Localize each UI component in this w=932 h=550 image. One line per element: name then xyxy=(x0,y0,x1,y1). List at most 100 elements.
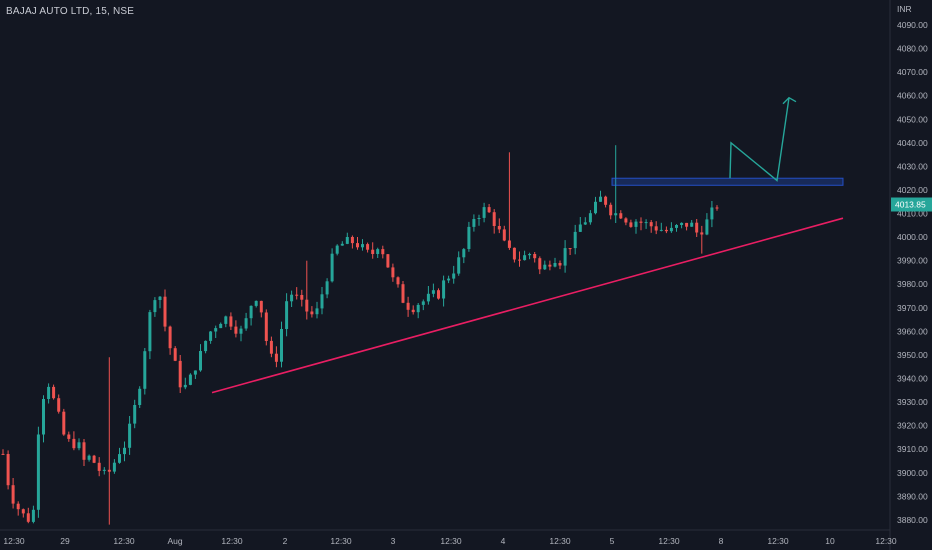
candle-body xyxy=(690,222,694,227)
candle-body xyxy=(452,273,456,279)
candle-body xyxy=(305,299,309,312)
candle-body xyxy=(193,370,197,375)
candle-body xyxy=(685,222,689,227)
time-tick-label: 12:30 xyxy=(113,536,135,546)
candle-body xyxy=(107,469,111,472)
candle-body xyxy=(11,485,15,504)
candle-body xyxy=(209,331,213,341)
candle-body xyxy=(654,226,658,231)
candle-body xyxy=(649,222,653,227)
projection-path xyxy=(729,97,790,182)
candle-body xyxy=(158,296,162,300)
candle-body xyxy=(274,353,278,362)
candle-body xyxy=(118,454,121,463)
candle-body xyxy=(285,301,289,329)
candle-body xyxy=(614,213,618,216)
candle-body xyxy=(300,295,304,300)
time-tick-label: 29 xyxy=(60,536,70,546)
candle-body xyxy=(36,434,40,510)
price-tick-label: 4030.00 xyxy=(897,161,928,171)
price-tick-label: 4060.00 xyxy=(897,91,928,101)
candle-body xyxy=(482,207,486,218)
candle-body xyxy=(345,237,349,244)
candle-body xyxy=(350,237,354,244)
candle-body xyxy=(487,207,491,213)
candle-body xyxy=(639,221,643,223)
price-tick-label: 3960.00 xyxy=(897,326,928,336)
price-tick-label: 3880.00 xyxy=(897,515,928,525)
candle-body xyxy=(31,509,35,522)
candle-body xyxy=(148,312,152,352)
time-tick-label: 12:30 xyxy=(658,536,680,546)
time-tick-label: 10 xyxy=(825,536,835,546)
time-tick-label: 5 xyxy=(610,536,615,546)
candle-body xyxy=(371,249,375,254)
candle-body xyxy=(224,316,228,324)
candle-body xyxy=(112,462,116,472)
candle-body xyxy=(548,264,552,267)
candle-body xyxy=(325,281,329,295)
candle-body xyxy=(366,244,370,250)
candle-body xyxy=(659,229,663,231)
candle-body xyxy=(710,207,714,220)
candle-body xyxy=(229,316,233,327)
candle-body xyxy=(1,453,5,455)
candle-body xyxy=(583,222,587,225)
candle-body xyxy=(447,278,451,281)
candle-body xyxy=(664,229,668,232)
candle-body xyxy=(523,255,527,261)
candle-body xyxy=(386,254,390,268)
candle-body xyxy=(624,218,628,223)
candle-body xyxy=(467,226,471,249)
candle-body xyxy=(26,513,30,522)
candle-body xyxy=(634,221,638,227)
candle-body xyxy=(502,229,506,241)
candle-body xyxy=(507,240,511,248)
candle-body xyxy=(533,254,537,259)
candle-body xyxy=(57,398,61,412)
candle-body xyxy=(700,232,704,235)
price-tick-label: 3980.00 xyxy=(897,279,928,289)
price-tick-label: 4020.00 xyxy=(897,185,928,195)
currency-label: INR xyxy=(897,4,912,14)
price-tick-label: 3930.00 xyxy=(897,397,928,407)
candle-body xyxy=(568,248,572,250)
time-tick-label: 12:30 xyxy=(221,536,243,546)
candle-body xyxy=(442,280,446,299)
candle-body xyxy=(492,212,496,226)
candle-body xyxy=(249,305,253,319)
candle-body xyxy=(72,438,76,449)
price-tick-label: 4000.00 xyxy=(897,232,928,242)
candle-body xyxy=(644,222,648,224)
time-tick-label: 12:30 xyxy=(549,536,571,546)
price-tick-label: 4010.00 xyxy=(897,209,928,219)
candle-body xyxy=(335,245,339,254)
price-tick-label: 4070.00 xyxy=(897,67,928,77)
time-tick-label: 4 xyxy=(501,536,506,546)
candle-body xyxy=(421,301,425,305)
candle-body xyxy=(512,247,516,260)
candle-body xyxy=(563,248,567,266)
candle-body xyxy=(204,340,208,352)
candle-body xyxy=(199,351,202,371)
candle-body xyxy=(609,204,613,216)
price-tick-label: 4080.00 xyxy=(897,44,928,54)
candle-body xyxy=(340,243,344,246)
candle-body xyxy=(457,257,461,274)
candle-body xyxy=(280,329,283,362)
candle-body xyxy=(77,442,81,449)
candle-body xyxy=(254,300,258,306)
candle-body xyxy=(42,399,45,435)
candle-body xyxy=(244,318,248,329)
time-tick-label: 8 xyxy=(719,536,724,546)
last-price-tag xyxy=(891,197,932,212)
candle-body xyxy=(705,219,709,235)
candle-body xyxy=(87,455,91,460)
candle-body xyxy=(214,328,218,332)
candle-body xyxy=(416,304,420,313)
candle-body xyxy=(138,388,142,405)
candle-body xyxy=(62,411,66,435)
candle-body xyxy=(102,469,106,471)
candle-body xyxy=(123,447,126,455)
